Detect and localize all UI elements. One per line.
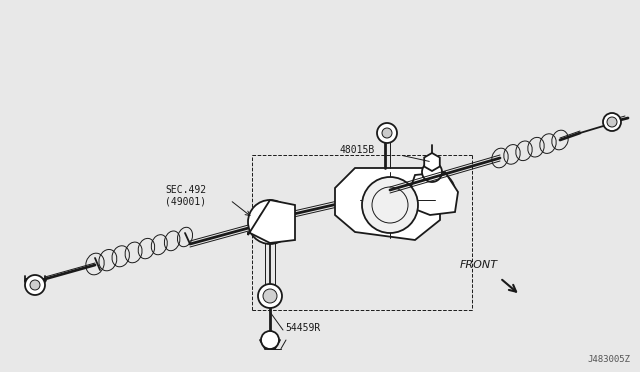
Text: 54459R: 54459R [285,323,320,333]
Text: FRONT: FRONT [460,260,498,270]
Polygon shape [410,172,458,215]
Circle shape [424,181,446,203]
Circle shape [603,113,621,131]
Circle shape [377,123,397,143]
Circle shape [263,289,277,303]
Text: SEC.492: SEC.492 [165,185,206,195]
Circle shape [258,284,282,308]
Circle shape [25,275,45,295]
Circle shape [248,200,292,244]
Text: J483005Z: J483005Z [587,355,630,364]
Circle shape [415,172,455,212]
Circle shape [261,331,279,349]
Circle shape [264,216,276,228]
Circle shape [30,280,40,290]
Circle shape [607,117,617,127]
Text: 48015B: 48015B [340,145,375,155]
Circle shape [422,162,442,182]
Polygon shape [248,200,295,243]
Circle shape [382,128,392,138]
Text: (49001): (49001) [165,197,206,207]
Circle shape [362,177,418,233]
Circle shape [258,210,282,234]
Polygon shape [335,168,440,240]
Circle shape [430,187,440,197]
